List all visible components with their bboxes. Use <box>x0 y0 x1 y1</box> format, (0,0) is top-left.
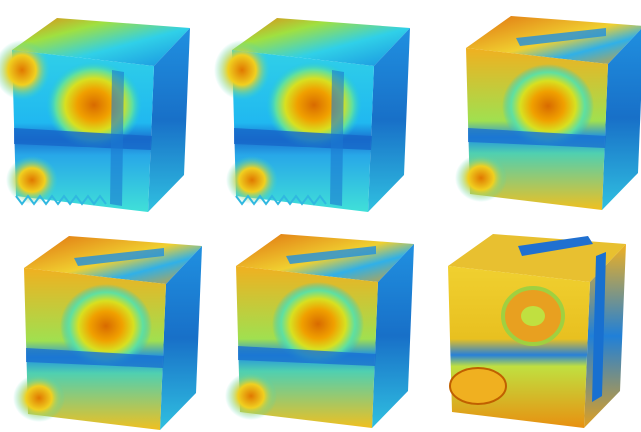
page: Cubes {} html, body { margin: 0; padding… <box>0 0 641 432</box>
render-grid <box>0 0 641 432</box>
cube-render <box>448 234 626 428</box>
cube-render <box>214 18 410 212</box>
cube-render <box>13 236 202 430</box>
page-body <box>0 0 641 432</box>
cube-render <box>0 18 190 212</box>
cube-render <box>455 16 641 210</box>
cube-render <box>225 234 414 428</box>
